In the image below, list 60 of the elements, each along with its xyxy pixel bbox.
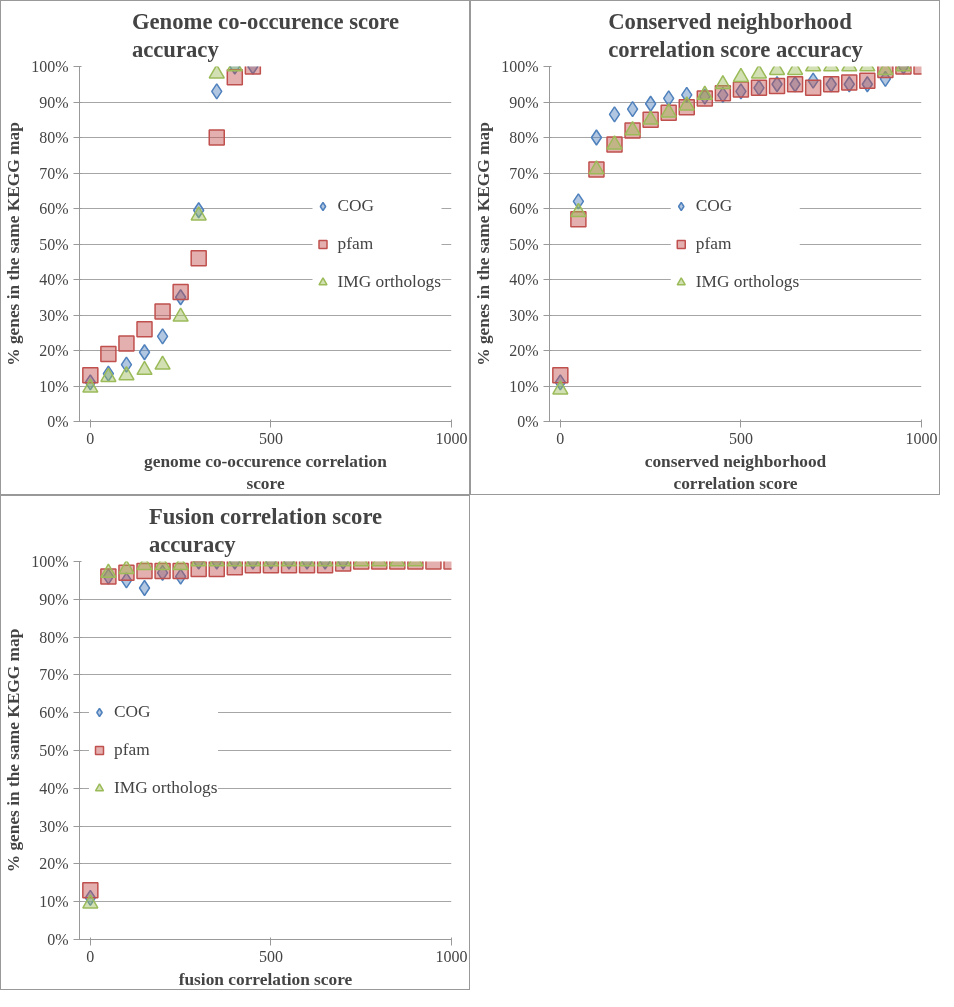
x-tick-label: 0 [86,429,95,447]
y-tick-label: 0% [47,413,69,430]
legend-label: pfam [114,740,150,760]
chart-title: Genome co-occurence score accuracy [131,9,400,62]
y-tick-label: 20% [39,342,69,359]
x-tick-label: 500 [728,429,753,447]
y-tick-label: 50% [39,235,69,253]
y-tick-label: 10% [39,377,69,395]
y-tick-label: 20% [39,855,69,873]
y-tick-label: 20% [509,342,539,359]
y-tick-label: 40% [39,779,69,797]
legend-label: pfam [695,233,732,254]
x-tick-label: 1000 [435,429,468,447]
x-tick-label: 0 [86,947,95,965]
x-axis-title: genome co-occurence correlation score [144,451,388,494]
x-tick-label: 0 [556,429,565,447]
legend-label: IMG orthologs [695,271,800,292]
legend-label: IMG orthologs [337,271,441,292]
x-tick-label: 500 [258,429,283,447]
y-tick-label: 70% [39,164,69,182]
y-tick-label: 60% [39,200,69,217]
y-tick-label: 90% [39,93,69,111]
y-tick-label: 100% [501,58,539,75]
y-tick-label: 50% [509,235,539,253]
y-tick-label: 30% [39,306,69,324]
x-axis-title: fusion correlation score [178,969,353,989]
y-tick-label: 60% [509,200,539,217]
y-tick-label: 40% [39,271,69,288]
y-tick-label: 70% [509,164,539,182]
y-tick-label: 60% [39,704,69,722]
y-tick-label: 0% [517,413,539,430]
x-tick-label: 1000 [905,429,938,447]
y-tick-label: 90% [39,590,69,608]
legend-label: IMG orthologs [114,778,218,798]
legend-label: pfam [337,233,374,254]
y-tick-label: 100% [31,58,69,75]
y-tick-label: 90% [509,93,539,111]
y-tick-label: 30% [509,306,539,324]
legend-label: COG [695,195,733,216]
legend-label: COG [114,702,151,722]
legend-label: COG [337,195,375,216]
x-tick-label: 1000 [435,947,468,965]
chart-title: Conserved neighborhood correlation score accuracy [608,9,864,62]
x-axis-title: conserved neighborhood correlation score [644,451,827,494]
y-tick-label: 80% [509,129,539,146]
y-tick-label: 70% [39,666,69,684]
y-tick-label: 0% [47,931,69,948]
y-tick-label: 80% [39,129,69,146]
x-tick-label: 500 [258,947,283,965]
y-axis-title: % genes in the same KEGG map [4,628,24,873]
y-tick-label: 80% [39,628,69,646]
y-tick-label: 100% [31,553,69,570]
y-tick-label: 30% [39,817,69,835]
y-tick-label: 40% [509,271,539,288]
y-tick-label: 10% [509,377,539,395]
y-tick-label: 10% [39,893,69,911]
chart-title: Fusion correlation score accuracy [148,504,383,557]
y-tick-label: 50% [39,742,69,759]
y-axis-title: % genes in the same KEGG map [474,122,494,366]
y-axis-title: % genes in the same KEGG map [4,122,24,366]
